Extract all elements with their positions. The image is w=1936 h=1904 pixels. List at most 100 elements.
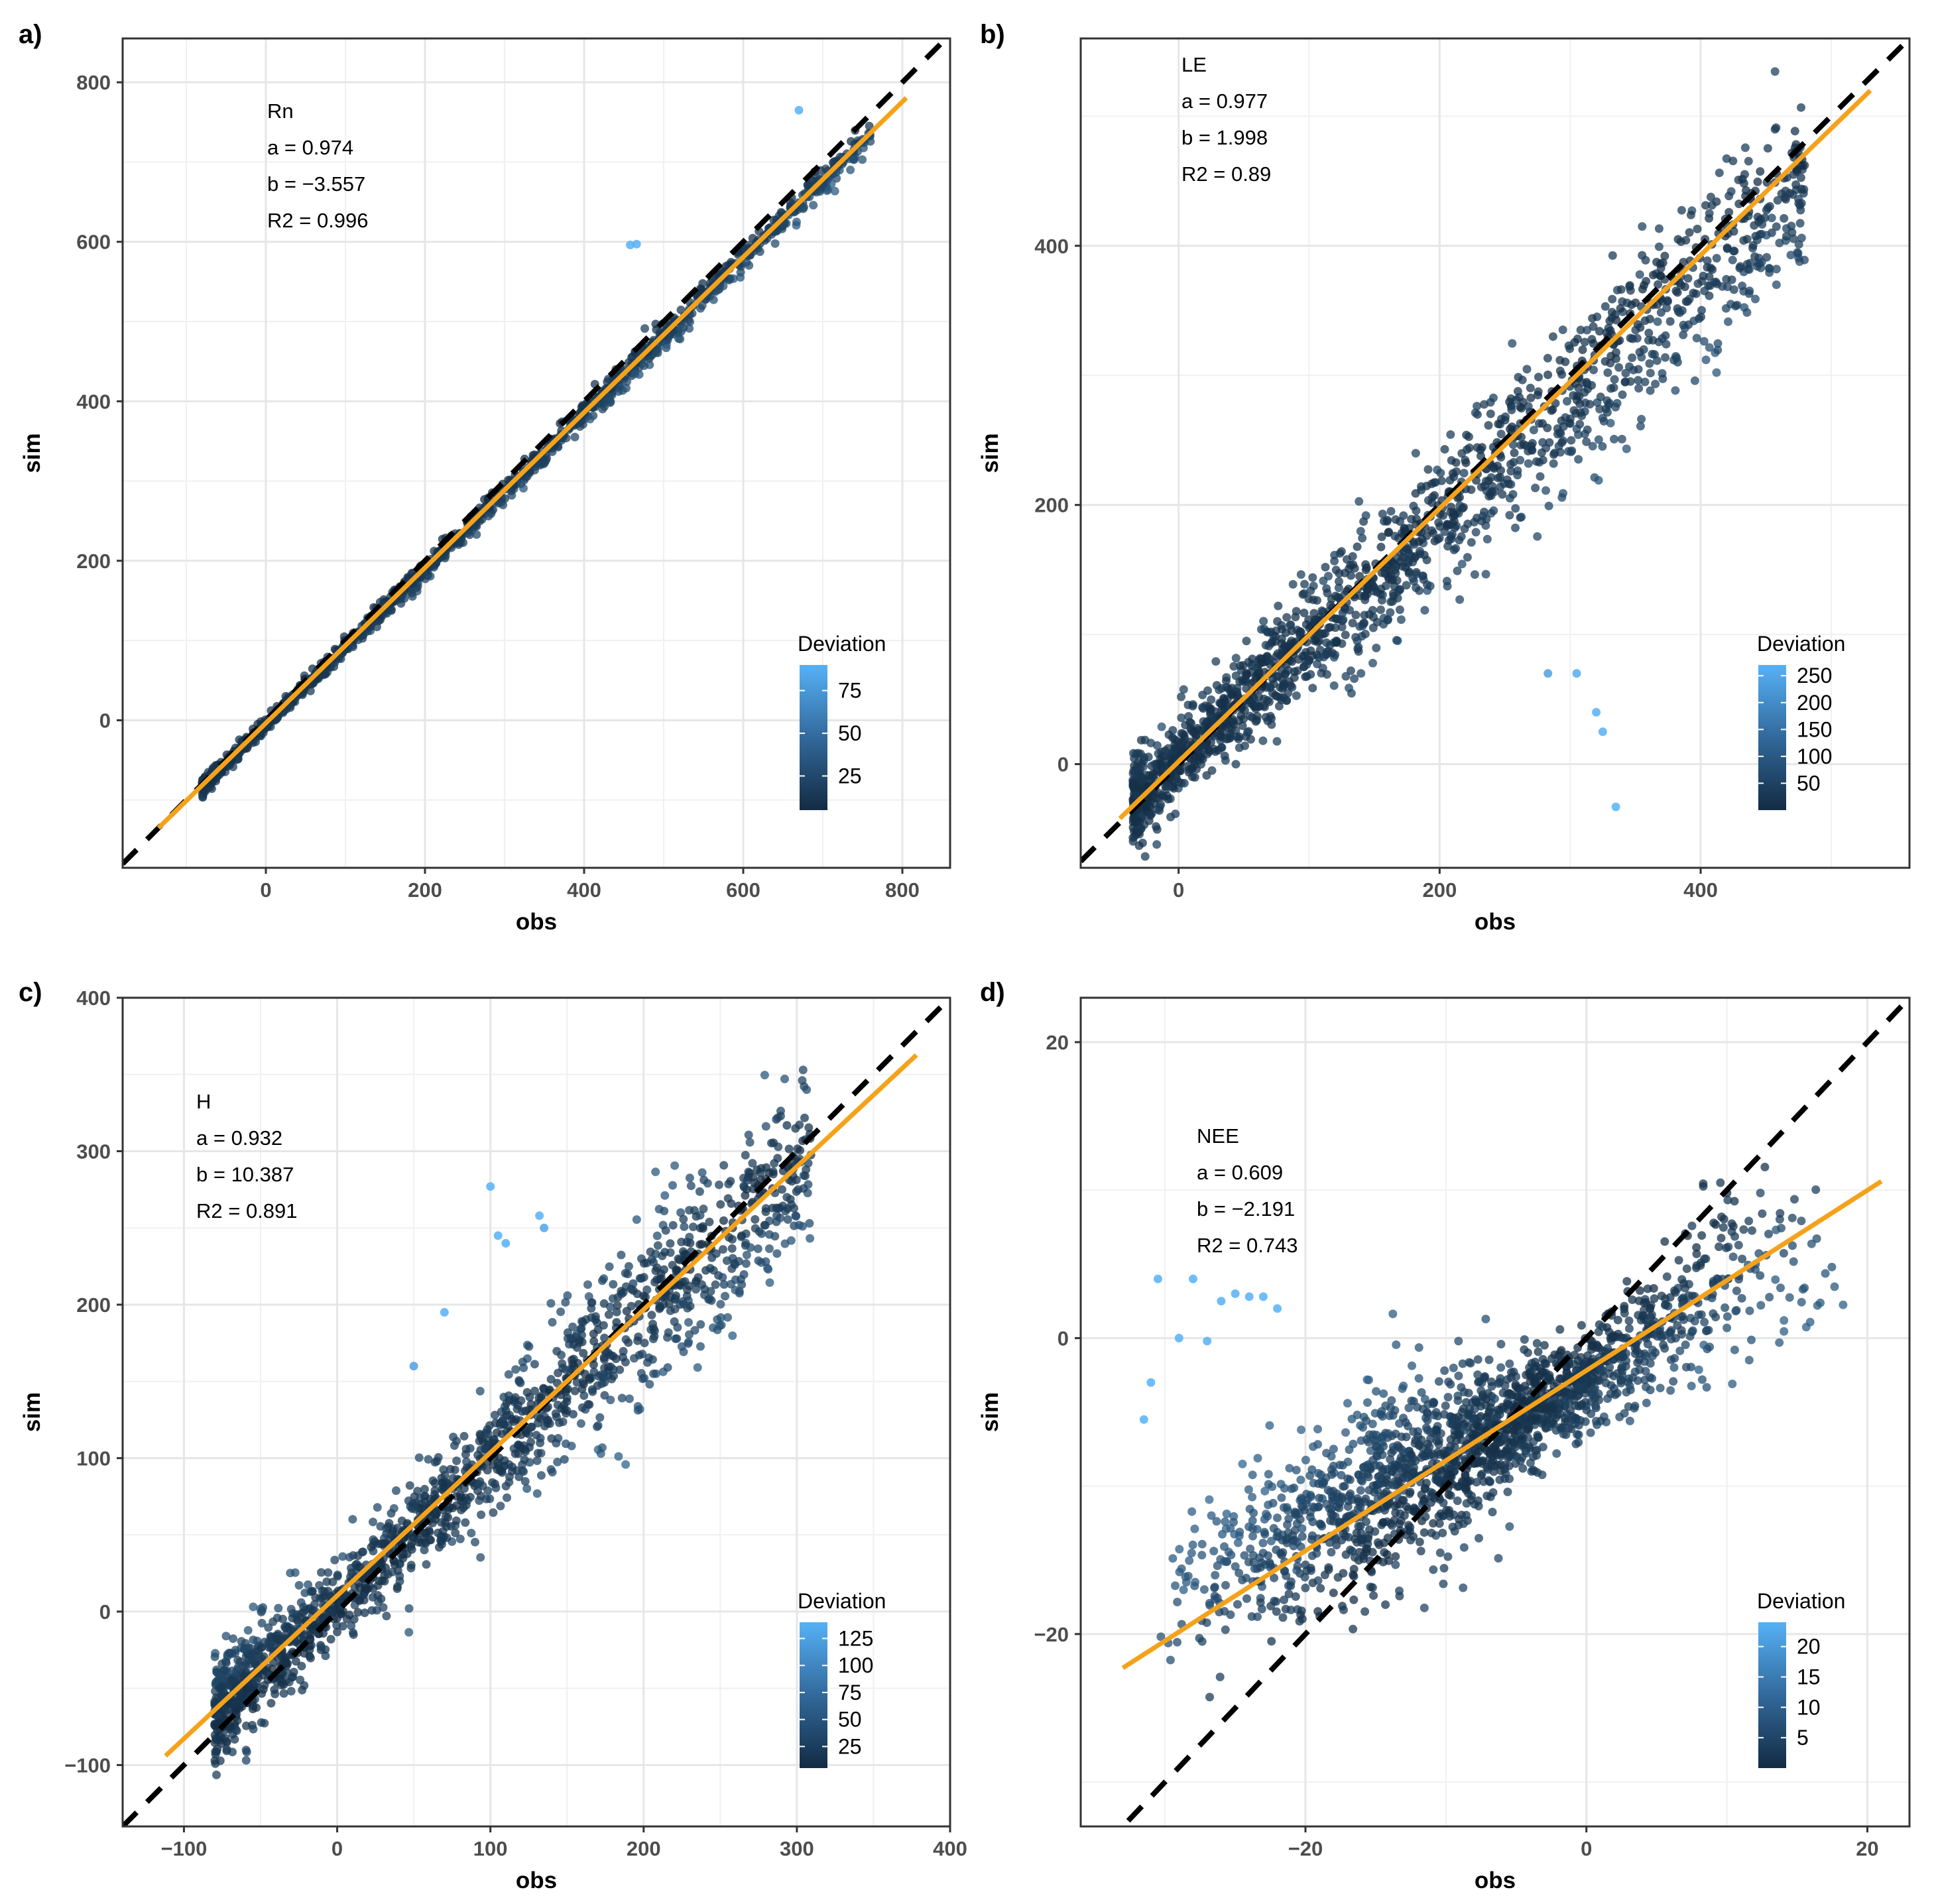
data-point <box>493 1465 502 1474</box>
data-point <box>474 1479 483 1488</box>
data-point <box>1396 517 1405 526</box>
stat-line: R2 = 0.89 <box>1181 162 1271 186</box>
data-point <box>599 1370 608 1380</box>
data-point <box>756 1258 766 1267</box>
identity-line <box>123 38 950 866</box>
data-point <box>1430 536 1439 546</box>
data-point <box>1526 393 1536 402</box>
data-point <box>798 1076 807 1085</box>
data-point <box>1506 459 1515 469</box>
data-point <box>782 1121 792 1130</box>
data-point <box>424 1525 434 1535</box>
data-point <box>1511 523 1520 532</box>
data-point <box>212 1770 221 1779</box>
data-point <box>372 623 381 632</box>
data-point <box>846 165 855 174</box>
data-point <box>635 1350 644 1360</box>
data-point <box>1157 722 1166 731</box>
data-point <box>269 1617 278 1626</box>
data-point <box>1496 473 1505 482</box>
data-point <box>663 1363 672 1372</box>
data-point <box>1683 274 1693 283</box>
data-point <box>1601 302 1610 311</box>
outlier-point <box>794 105 804 115</box>
data-point <box>440 1470 450 1480</box>
data-point <box>1789 234 1798 243</box>
data-point <box>407 589 416 598</box>
data-point <box>1180 731 1189 740</box>
data-point <box>1517 432 1526 442</box>
data-point <box>1414 1343 1423 1352</box>
data-point <box>1559 436 1567 446</box>
y-tick-label: 200 <box>1034 494 1069 517</box>
data-point <box>1467 538 1476 547</box>
data-point <box>1412 567 1421 577</box>
data-point <box>1217 699 1226 709</box>
data-point <box>805 1219 814 1228</box>
data-point <box>519 1363 528 1372</box>
data-point <box>1605 316 1614 326</box>
data-point <box>405 1481 414 1490</box>
data-point <box>1380 569 1390 578</box>
data-point <box>1494 420 1503 428</box>
data-point <box>1654 224 1664 233</box>
y-tick-label: 600 <box>76 231 111 254</box>
y-tick-label: 0 <box>99 1600 111 1624</box>
data-point <box>1513 471 1522 480</box>
data-point <box>492 1428 501 1437</box>
data-point <box>1745 286 1754 296</box>
stat-line: R2 = 0.996 <box>267 209 369 232</box>
data-point <box>1177 713 1186 723</box>
data-point <box>719 1161 729 1170</box>
data-point <box>318 1586 327 1596</box>
data-point <box>227 1675 237 1685</box>
data-point <box>1226 730 1235 739</box>
y-tick-label: 0 <box>1058 753 1069 776</box>
data-point <box>647 1311 656 1320</box>
x-axis-title: obs <box>1475 909 1516 935</box>
data-point <box>1459 469 1469 478</box>
data-point <box>1347 571 1355 580</box>
outlier-point <box>535 1211 544 1220</box>
data-point <box>783 1215 792 1224</box>
data-point <box>1665 317 1675 326</box>
data-point <box>1616 285 1626 294</box>
data-point <box>1263 695 1272 705</box>
data-point <box>533 1412 542 1421</box>
data-point <box>660 1191 670 1200</box>
data-point <box>1565 344 1575 353</box>
data-point <box>1197 752 1206 762</box>
x-tick-label: 200 <box>627 1837 661 1860</box>
data-point <box>297 1661 306 1671</box>
data-point <box>227 1649 237 1658</box>
data-point <box>1304 595 1313 603</box>
data-point <box>595 1413 605 1422</box>
data-point <box>1785 1293 1794 1302</box>
data-point <box>1292 691 1301 700</box>
data-point <box>727 1264 737 1274</box>
data-point <box>1484 421 1493 430</box>
data-point <box>1304 615 1313 625</box>
data-point <box>533 1419 542 1428</box>
data-point <box>751 1224 760 1233</box>
data-point <box>1672 353 1681 363</box>
data-point <box>593 1422 601 1431</box>
data-point <box>1580 388 1589 397</box>
data-point <box>1361 560 1370 569</box>
data-point <box>1723 243 1732 253</box>
data-point <box>684 1296 693 1305</box>
stat-line: a = 0.974 <box>267 136 353 159</box>
data-point <box>1332 638 1341 647</box>
data-point <box>355 1596 364 1605</box>
data-point <box>1278 684 1287 693</box>
data-point <box>1464 432 1473 442</box>
data-point <box>1734 200 1744 208</box>
data-point <box>1513 387 1522 396</box>
data-point <box>1368 606 1377 615</box>
data-point <box>1692 333 1701 343</box>
data-point <box>1319 652 1328 662</box>
data-point <box>617 1250 626 1260</box>
data-point <box>1721 304 1730 313</box>
data-point <box>721 1291 730 1301</box>
